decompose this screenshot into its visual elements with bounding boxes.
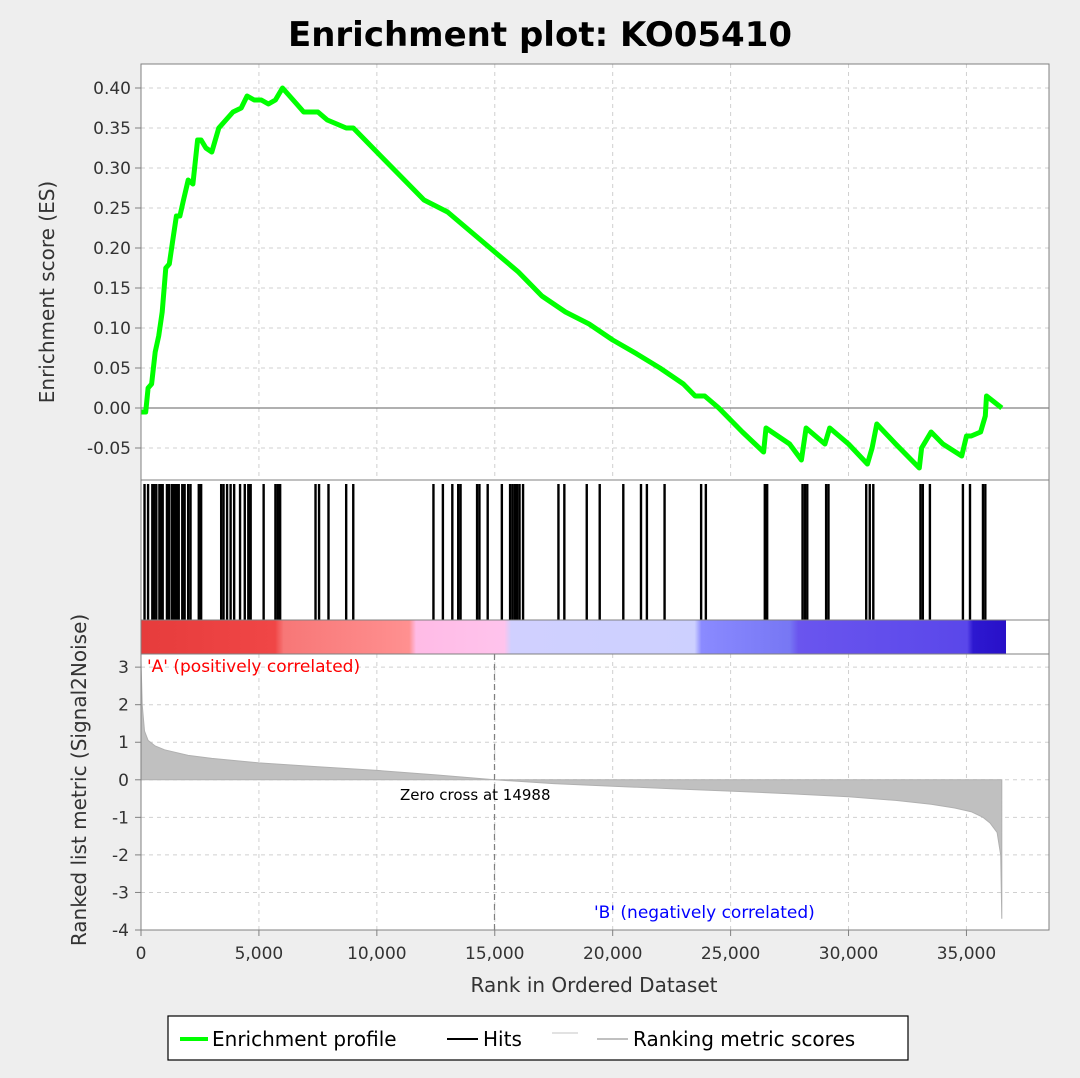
es-y-axis-label: Enrichment score (ES) bbox=[35, 181, 59, 403]
hits-plot-area bbox=[141, 480, 1049, 620]
x-tick-label: 25,000 bbox=[701, 944, 760, 964]
metric-y-tick-label: 3 bbox=[118, 658, 129, 678]
x-tick-label: 30,000 bbox=[819, 944, 878, 964]
negative-correlation-label: 'B' (negatively correlated) bbox=[594, 903, 815, 923]
metric-y-tick-label: -2 bbox=[112, 846, 129, 866]
plot-title: Enrichment plot: KO05410 bbox=[288, 15, 792, 55]
x-tick-label: 5,000 bbox=[235, 944, 284, 964]
ranking-metric-series bbox=[140, 659, 1003, 919]
metric-y-tick-label: -1 bbox=[112, 808, 129, 828]
zero-cross-label: Zero cross at 14988 bbox=[400, 786, 551, 804]
ranking-metric-area bbox=[140, 659, 1003, 919]
es-y-tick-label: -0.05 bbox=[87, 439, 131, 459]
es-y-tick-label: 0.00 bbox=[93, 399, 131, 419]
x-axis-label: Rank in Ordered Dataset bbox=[471, 973, 718, 997]
x-tick-label: 15,000 bbox=[465, 944, 524, 964]
es-y-tick-label: 0.15 bbox=[93, 279, 131, 299]
x-tick-label: 0 bbox=[136, 944, 147, 964]
ranked-color-bar bbox=[141, 620, 1006, 654]
es-y-tick-label: 0.30 bbox=[93, 159, 131, 179]
legend-enrichment-label: Enrichment profile bbox=[212, 1027, 397, 1051]
metric-y-axis-label: Ranked list metric (Signal2Noise) bbox=[67, 614, 91, 946]
es-y-tick-label: 0.25 bbox=[93, 199, 131, 219]
es-y-tick-label: 0.20 bbox=[93, 239, 131, 259]
legend-hits-label: Hits bbox=[483, 1027, 522, 1051]
es-y-tick-label: 0.40 bbox=[93, 79, 131, 99]
enrichment-profile-series bbox=[141, 85, 1004, 471]
es-y-tick-label: 0.35 bbox=[93, 119, 131, 139]
enrichment-profile-line bbox=[141, 85, 1004, 471]
metric-y-tick-label: -3 bbox=[112, 883, 129, 903]
es-y-tick-label: 0.10 bbox=[93, 319, 131, 339]
es-y-tick-label: 0.05 bbox=[93, 359, 131, 379]
es-y-axis-ticks: 0.40 0.35 0.30 0.25 0.20 0.15 0.10 0.05 0.00 -0.0… bbox=[87, 79, 141, 459]
metric-y-tick-label: 0 bbox=[118, 771, 129, 791]
positive-correlation-label: 'A' (positively correlated) bbox=[147, 657, 360, 677]
metric-plot-frame bbox=[140, 653, 1050, 931]
es-plot-area bbox=[141, 64, 1049, 480]
metric-axis-ticks: 3 2 1 0 -1 -2 -3 -4 0 5,000 10,000 15,000 20,000 25,0… bbox=[112, 658, 996, 964]
metric-y-tick-label: 1 bbox=[118, 733, 129, 753]
hits-series bbox=[143, 484, 987, 620]
legend-metric-label: Ranking metric scores bbox=[633, 1027, 855, 1051]
x-tick-label: 10,000 bbox=[347, 944, 406, 964]
x-tick-label: 35,000 bbox=[937, 944, 996, 964]
metric-y-tick-label: -4 bbox=[112, 921, 129, 941]
x-tick-label: 20,000 bbox=[583, 944, 642, 964]
metric-y-tick-label: 2 bbox=[118, 696, 129, 716]
legend-box bbox=[167, 1015, 909, 1061]
